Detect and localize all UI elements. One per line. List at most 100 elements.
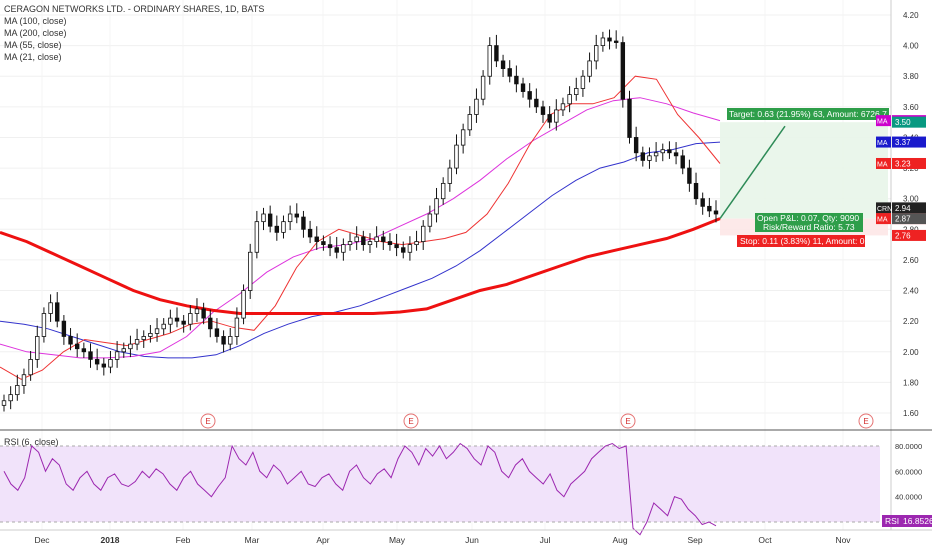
price-tick-6: 3.00 (903, 195, 919, 204)
price-tags: MA3.513.50MA3.37MA3.23CRNT2.94MA2.872.87… (876, 115, 926, 241)
candle-body-52 (347, 241, 353, 246)
candle-body-1 (8, 394, 13, 402)
candle-body-7 (48, 302, 53, 314)
candle-body-33 (221, 336, 226, 345)
candle-body-76 (507, 68, 512, 77)
candle-body-26 (174, 317, 180, 322)
trade-arrow (719, 125, 786, 220)
candle-body-18 (121, 348, 126, 353)
time-axis: Dec 2018 Feb Mar Apr May Jun Jul Aug Sep Oct Nov (34, 535, 851, 545)
candle-body-35 (234, 317, 240, 337)
earnings-label-2: E (625, 417, 630, 426)
candle-body-90 (600, 37, 606, 47)
candle-body-14 (94, 359, 100, 365)
candle-body-62 (414, 241, 419, 246)
candle-body-39 (261, 213, 266, 223)
pnl-label-box (755, 213, 863, 232)
candle-body-19 (128, 343, 133, 350)
tag-value-6: 2.87 (895, 215, 911, 224)
candle-body-94 (627, 98, 632, 138)
earnings-circle-0 (200, 413, 216, 429)
rsi-current-box (882, 515, 932, 527)
candle-body-73 (487, 45, 492, 77)
pnl-label: Open P&L: 0.07, Qty: 9090 (757, 213, 859, 223)
candle-body-5 (35, 336, 40, 360)
earnings-label-3: E (863, 417, 868, 426)
price-tick-12: 1.80 (903, 378, 919, 387)
position-labels: Target: 0.63 (21.95%) 63, Amount: 6726.7… (727, 108, 889, 247)
candle-body-83 (554, 109, 559, 123)
candle-body-74 (494, 45, 499, 62)
candle-body-13 (88, 351, 93, 360)
earnings-label-1: E (408, 417, 413, 426)
candle-body-87 (580, 75, 586, 89)
rsi-tick-2: 40.0000 (895, 493, 922, 502)
candle-body-78 (520, 83, 526, 92)
candle-body-79 (527, 91, 532, 100)
candle-body-72 (480, 75, 486, 100)
tag-label-5: MA (877, 217, 888, 224)
x-tick-2: Feb (176, 535, 191, 545)
earnings-circle-1 (403, 413, 419, 429)
ma-200-line (0, 217, 721, 315)
price-tick-13: 1.60 (903, 409, 919, 418)
target-label-box (727, 108, 889, 120)
candle-body-96 (640, 152, 646, 161)
candle-body-2 (15, 385, 20, 396)
candle-body-92 (613, 40, 619, 43)
candle-body-75 (500, 60, 506, 69)
candle-body-10 (68, 336, 73, 345)
candle-body-91 (607, 37, 612, 42)
x-tick-4: Apr (316, 535, 329, 545)
candle-body-37 (248, 251, 253, 291)
grid-lines (0, 0, 891, 530)
candle-body-106 (707, 205, 712, 212)
x-tick-6: Jun (465, 535, 479, 545)
candle-body-44 (294, 213, 299, 218)
tag-label-4: CRNT (877, 206, 897, 213)
earnings-circle-2 (620, 413, 636, 429)
candle-body-20 (134, 339, 140, 345)
chart-legend: CERAGON NETWORKS LTD. - ORDINARY SHARES,… (4, 3, 264, 63)
earnings-label-0: E (205, 417, 210, 426)
candles (1, 29, 719, 412)
x-tick-11: Nov (835, 535, 851, 545)
candle-body-80 (534, 98, 539, 108)
candle-body-77 (514, 75, 519, 85)
candle-body-28 (188, 313, 193, 325)
tag-label-3: MA (877, 161, 888, 168)
candle-body-11 (74, 343, 80, 350)
rsi-current-label: RSI (885, 516, 899, 526)
candle-body-9 (61, 320, 67, 337)
ratio-label: Risk/Reward Ratio: 5.73 (763, 222, 855, 232)
candle-body-16 (108, 359, 113, 368)
tag-value-box-4 (892, 202, 926, 214)
candle-body-54 (361, 236, 366, 246)
tag-label-0: MA (877, 119, 888, 126)
candle-body-103 (687, 167, 692, 184)
candle-body-107 (713, 210, 719, 215)
tag-value-box-1 (892, 116, 926, 128)
candle-body-101 (673, 152, 679, 157)
candle-body-46 (307, 228, 313, 238)
tag-value-box-7 (892, 229, 926, 241)
candle-body-34 (228, 336, 233, 345)
tag-label-box-2 (876, 136, 891, 148)
ma-55-line (0, 97, 721, 359)
rsi-tick-0: 80.0000 (895, 442, 922, 451)
candle-body-24 (161, 323, 166, 330)
candle-body-27 (181, 320, 186, 325)
candle-body-60 (401, 247, 406, 253)
candle-body-89 (594, 45, 599, 62)
price-tick-1: 4.00 (903, 42, 919, 51)
candle-body-99 (660, 149, 665, 154)
rsi-line (3, 442, 717, 536)
candle-body-31 (208, 317, 213, 330)
candle-body-36 (241, 290, 246, 319)
candle-body-42 (281, 221, 286, 233)
candle-body-59 (394, 244, 399, 249)
candle-body-105 (700, 198, 705, 207)
tag-value-2: 3.37 (895, 138, 911, 147)
candle-body-29 (194, 308, 200, 314)
